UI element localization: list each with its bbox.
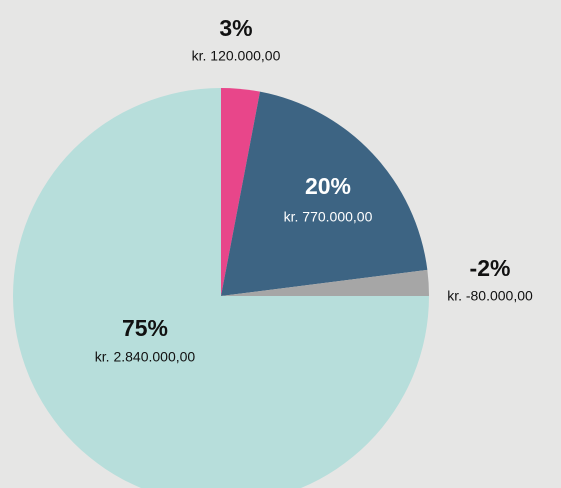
slice-percent-label: 20%	[305, 173, 351, 199]
pie-slice	[13, 88, 429, 488]
slice-percent-label: 3%	[219, 15, 252, 41]
pie-slice	[221, 88, 260, 296]
pie-slice	[221, 269, 429, 296]
pie-slice	[221, 91, 428, 296]
slice-amount-label: kr. 120.000,00	[192, 48, 281, 64]
slice-amount-label: kr. -80.000,00	[447, 288, 533, 304]
slice-amount-label: kr. 2.840.000,00	[95, 349, 196, 365]
slice-percent-label: -2%	[470, 255, 511, 281]
slice-amount-label: kr. 770.000,00	[284, 209, 373, 225]
slice-percent-label: 75%	[122, 315, 168, 341]
